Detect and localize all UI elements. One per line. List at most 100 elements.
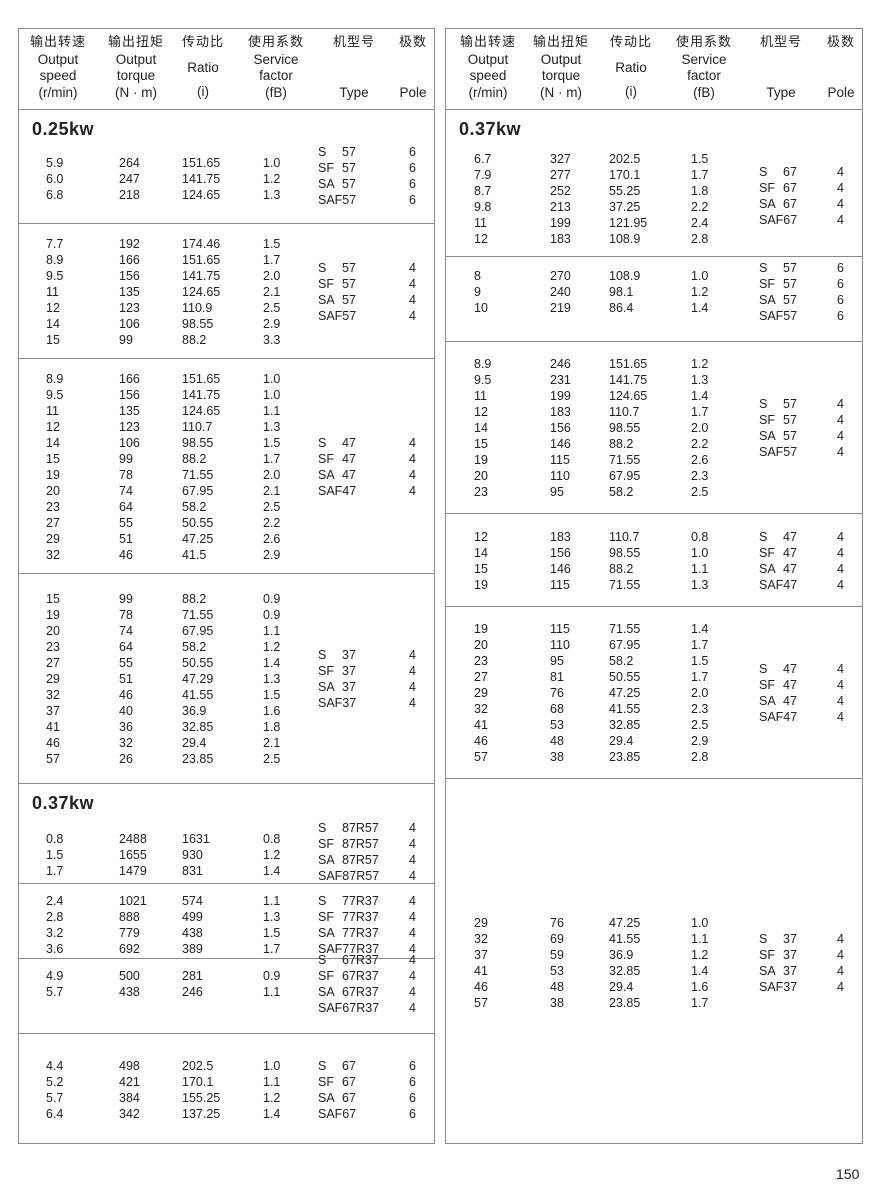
type-line: SAF77R37 4	[318, 941, 421, 957]
table-row: 12 183 110.7 0.8	[446, 529, 862, 545]
ratio-cell: 110.7	[609, 405, 640, 419]
header-english-label: Service	[681, 51, 727, 67]
type-model: S 67	[318, 1059, 356, 1073]
output-speed-cell: 9.5	[46, 387, 64, 402]
type-line: SF 37 4	[759, 947, 849, 963]
ratio-cell: 98.55	[182, 316, 214, 331]
type-model: S 57	[759, 260, 797, 275]
type-line: SA 67 6	[318, 1090, 421, 1106]
type-prefix: SF	[318, 1075, 334, 1089]
table-row: 37 40 36.9 1.6	[19, 703, 434, 719]
service-factor-cell: 1.7	[691, 638, 709, 652]
ratio-cell: 32.85	[609, 718, 641, 732]
type-model: SF 37	[318, 664, 356, 678]
service-factor-cell: 1.4	[263, 1107, 281, 1121]
output-torque-cell: 231	[550, 373, 571, 387]
output-torque-cell: 156	[119, 268, 140, 283]
spec-group: 0.37kw 6.7 327 202.5 1.5 7.9 277 170.1 1.7 8.7 252…	[446, 109, 862, 257]
type-prefix: S	[759, 529, 768, 544]
output-torque-cell: 74	[119, 483, 133, 498]
table-row: 46 48 29.4 2.9	[446, 733, 862, 749]
ratio-cell: 71.55	[182, 608, 214, 622]
output-speed-cell: 37	[474, 947, 488, 962]
table-row: 19 115 71.55 1.3	[446, 577, 862, 593]
type-line: S 87R57 4	[318, 820, 421, 836]
service-factor-cell: 2.9	[263, 316, 281, 331]
output-speed-cell: 23	[46, 499, 60, 514]
spec-group: 7.7 192 174.46 1.5 8.9 166 151.65 1.7 9.5 156 141.…	[19, 223, 434, 359]
output-speed-cell: 7.9	[474, 168, 492, 182]
type-model: SA 77R37	[318, 926, 379, 940]
pole-value: 4	[409, 467, 416, 482]
output-torque-cell: 76	[550, 686, 564, 700]
table-row: 23 64 58.2 1.2	[19, 639, 434, 655]
type-line: SA 57 4	[318, 292, 421, 308]
pole-value: 4	[409, 292, 416, 307]
type-line: SF 57 4	[759, 412, 849, 428]
output-speed-cell: 1.5	[46, 848, 64, 862]
type-prefix: SA	[318, 680, 335, 694]
pole-value: 4	[837, 529, 844, 544]
service-factor-cell: 1.2	[691, 284, 709, 299]
header-chinese-label: 使用系数	[247, 35, 305, 50]
output-torque-cell: 106	[119, 316, 140, 331]
service-factor-cell: 2.8	[691, 232, 709, 246]
table-row: 12 183 110.7 1.7	[446, 404, 862, 420]
ratio-cell: 574	[182, 894, 203, 908]
output-speed-cell: 10	[474, 300, 488, 315]
header-english-label: torque	[116, 68, 156, 83]
header-chinese-label: 极数	[826, 35, 856, 50]
service-factor-cell: 1.2	[263, 848, 281, 862]
output-speed-cell: 32	[46, 688, 60, 702]
output-torque-cell: 81	[550, 670, 564, 684]
type-list: S 47 4 SF 47 4 SA 47 4 SAF47 4	[759, 661, 849, 725]
header-type: 机型号 Type	[333, 35, 375, 101]
service-factor-cell: 1.1	[691, 931, 709, 946]
service-factor-cell: 1.4	[691, 963, 709, 978]
ratio-cell: 108.9	[609, 232, 641, 246]
output-speed-cell: 7.7	[46, 236, 64, 251]
output-torque-cell: 438	[119, 985, 140, 999]
spec-group: 8.9 246 151.65 1.2 9.5 231 141.75 1.3 11 199 124.6…	[446, 341, 862, 514]
type-model: SAF47	[318, 483, 357, 498]
service-factor-cell: 2.5	[263, 300, 281, 315]
table-row: 1.5 1655 930 1.2	[19, 847, 434, 863]
type-list: S 67 4 SF 67 4 SA 67 4 SAF67 4	[759, 164, 849, 228]
pole-value: 6	[409, 1075, 416, 1089]
spec-group: 0.37kw 0.8 2488 1631 0.8 1.5 1655 930 1.2 1.7 1479…	[19, 783, 434, 884]
service-factor-cell: 1.4	[691, 622, 709, 636]
header-chinese-label: 传动比	[609, 35, 653, 50]
table-row: 15 146 88.2 1.1	[446, 561, 862, 577]
output-speed-cell: 5.2	[46, 1075, 64, 1089]
spec-rows: 8.9 166 151.65 1.0 9.5 156 141.75 1.0 11 135 124.6…	[19, 371, 434, 563]
output-speed-cell: 6.7	[474, 152, 492, 166]
pole-value: 6	[409, 1059, 416, 1073]
type-prefix: S	[318, 145, 327, 159]
type-line: S 37 4	[759, 931, 849, 947]
header-english-label: Output	[37, 51, 79, 67]
output-speed-cell: 19	[474, 577, 488, 592]
table-row: 46 48 29.4 1.6	[446, 979, 862, 995]
header-english-label: (fB)	[265, 84, 287, 100]
service-factor-cell: 1.6	[263, 704, 281, 718]
table-row: 7.9 277 170.1 1.7	[446, 167, 862, 183]
type-line: SA 57 6	[318, 176, 421, 192]
service-factor-cell: 1.4	[263, 656, 281, 670]
header-english-label: Ratio	[615, 59, 647, 75]
output-torque-cell: 252	[550, 184, 571, 198]
output-torque-cell: 692	[119, 942, 140, 956]
pole-value: 4	[409, 926, 416, 940]
header-type: 机型号 Type	[760, 35, 802, 101]
type-model: SF 77R37	[318, 910, 379, 924]
ratio-cell: 124.65	[609, 389, 648, 403]
power-rating-title: 0.37kw	[459, 119, 522, 139]
table-row: 9.5 231 141.75 1.3	[446, 372, 862, 388]
table-header: 输出转速 Output speed (r/min) 输出扭矩 Output torque (N…	[446, 29, 862, 110]
type-model: S 37	[759, 931, 797, 946]
output-speed-cell: 57	[474, 750, 488, 764]
service-factor-cell: 1.0	[691, 268, 709, 283]
pole-value: 4	[837, 397, 844, 411]
ratio-cell: 151.65	[609, 357, 648, 371]
type-model: SAF37	[759, 979, 798, 994]
ratio-cell: 41.55	[182, 688, 214, 702]
